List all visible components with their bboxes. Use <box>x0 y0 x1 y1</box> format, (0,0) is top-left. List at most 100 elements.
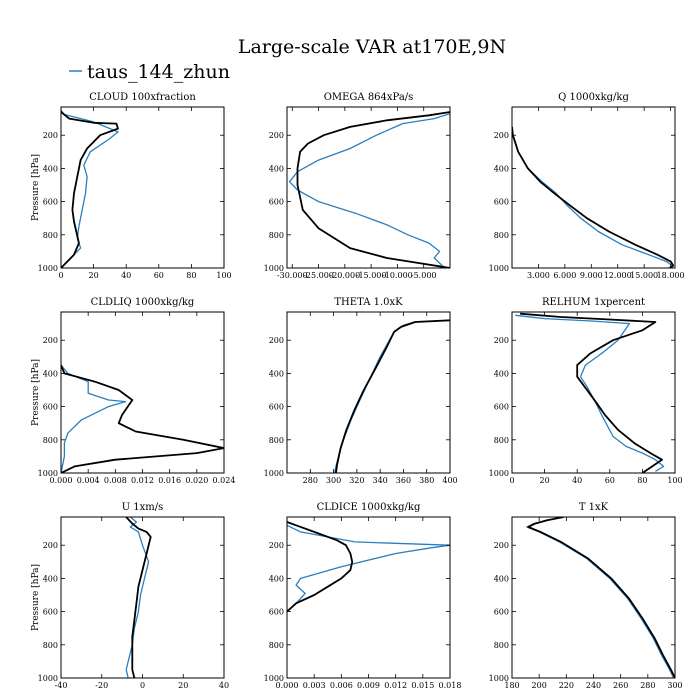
y-tick-label: 600 <box>494 608 509 617</box>
series-line-black <box>296 111 450 268</box>
panel-2: OMEGA 864xPa/s -30.000-25.000-20.000-15.0… <box>264 92 451 280</box>
x-tick-label: -20.000 <box>329 271 360 280</box>
x-tick-label: 0.015 <box>411 681 434 690</box>
panel-5: THETA 1.0xK 280 300 320 340 360 380 400 200 400 60… <box>264 297 458 485</box>
y-tick-label: 200 <box>269 541 284 550</box>
x-tick-label: -30.000 <box>277 271 308 280</box>
x-tick-label: 0.018 <box>439 681 462 690</box>
y-tick-label: 400 <box>43 574 58 583</box>
y-tick-label: 800 <box>43 436 58 445</box>
x-tick-label: 100 <box>667 476 682 485</box>
y-tick-label: 200 <box>269 336 284 345</box>
y-tick-label: 200 <box>494 336 509 345</box>
series-line-blue <box>512 126 674 268</box>
panel-3: Q 1000xkg/kg3.000 6.000 9.000 12.00015.0001… <box>489 92 685 280</box>
y-tick-label: 800 <box>494 641 509 650</box>
y-tick-label: 400 <box>269 164 284 173</box>
x-tick-label: 100 <box>216 271 231 280</box>
y-tick-label: 400 <box>269 369 284 378</box>
x-tick-label: -5.000 <box>411 271 437 280</box>
x-tick-label: 0.003 <box>303 681 326 690</box>
y-tick-label: 200 <box>494 131 509 140</box>
x-tick-label: 60 <box>605 476 615 485</box>
x-tick-label: 0.012 <box>384 681 407 690</box>
plot-frame <box>60 106 225 269</box>
y-axis-label: Pressure [hPa] <box>31 564 41 631</box>
x-tick-label: -40 <box>55 681 68 690</box>
y-tick-label: 1000 <box>489 264 509 273</box>
panel-title: T 1xK <box>579 502 609 513</box>
x-tick-label: 200 <box>532 681 547 690</box>
panel-title: THETA 1.0xK <box>334 297 403 308</box>
plot-frame <box>511 106 676 269</box>
series-line-black <box>61 364 224 473</box>
panel-6: RELHUM 1xpercent 0 20 40 60 80 100 200 400 600 800… <box>489 297 683 485</box>
panel-title: U 1xm/s <box>122 502 164 513</box>
x-tick-label: 280 <box>303 476 318 485</box>
x-tick-label: 0.006 <box>330 681 353 690</box>
y-tick-label: 200 <box>43 131 58 140</box>
panel-title: RELHUM 1xpercent <box>542 297 645 308</box>
panel-8: CLDICE 1000xkg/kg 0.000 0.003 0.006 0.009 0.0… <box>264 502 462 690</box>
legend: taus_144_zhun <box>69 61 230 83</box>
y-tick-label: 400 <box>43 369 58 378</box>
x-tick-label: 260 <box>613 681 628 690</box>
y-tick-label: 200 <box>494 541 509 550</box>
x-tick-label: 0.000 <box>50 476 73 485</box>
x-tick-label: 0 <box>509 476 514 485</box>
x-tick-label: 15.000 <box>630 271 658 280</box>
x-tick-label: -20 <box>95 681 108 690</box>
x-tick-label: 0.012 <box>131 476 154 485</box>
series-line-blue <box>515 314 665 472</box>
y-tick-label: 1000 <box>38 469 58 478</box>
panel-title: CLOUD 100xfraction <box>89 92 196 103</box>
plot-frame <box>286 516 451 679</box>
x-tick-label: 180 <box>504 681 519 690</box>
series-line-blue <box>125 517 150 678</box>
panel-title: CLDICE 1000xkg/kg <box>317 502 421 513</box>
x-tick-label: 0.008 <box>104 476 127 485</box>
legend-label-taus_144_zhun: taus_144_zhun <box>87 61 230 83</box>
plot-frame <box>511 516 676 679</box>
x-tick-label: 360 <box>396 476 411 485</box>
y-tick-label: 400 <box>43 164 58 173</box>
x-tick-label: 0.024 <box>213 476 236 485</box>
y-tick-label: 1000 <box>489 469 509 478</box>
x-tick-label: 0 <box>140 681 145 690</box>
x-tick-label: 60 <box>154 271 164 280</box>
series-line-black <box>512 126 675 268</box>
x-tick-label: 320 <box>349 476 364 485</box>
y-tick-label: 200 <box>43 541 58 550</box>
y-axis-label: Pressure [hPa] <box>31 154 41 221</box>
x-tick-label: 40 <box>121 271 131 280</box>
y-tick-label: 800 <box>269 231 284 240</box>
panel-1: CLOUD 100xfraction 0 20 40 60 80 100 200 400 600 8… <box>31 92 232 280</box>
x-tick-label: 9.000 <box>580 271 603 280</box>
y-tick-label: 600 <box>43 198 58 207</box>
series-line-black <box>335 319 450 473</box>
series-line-blue <box>61 109 119 268</box>
plot-frame <box>286 311 451 474</box>
series-line-black <box>125 517 152 678</box>
series-line-blue <box>288 112 450 268</box>
plot-frame <box>286 106 451 269</box>
y-tick-label: 600 <box>494 198 509 207</box>
y-tick-label: 600 <box>43 403 58 412</box>
y-tick-label: 800 <box>43 231 58 240</box>
y-tick-label: 600 <box>269 198 284 207</box>
series-line-blue <box>526 517 675 678</box>
y-tick-label: 800 <box>269 436 284 445</box>
x-tick-label: 20 <box>178 681 188 690</box>
y-tick-label: 800 <box>269 641 284 650</box>
y-tick-label: 800 <box>43 641 58 650</box>
panel-title: Q 1000xkg/kg <box>558 92 629 103</box>
plot-frame <box>60 311 225 474</box>
y-tick-label: 800 <box>494 231 509 240</box>
panel-9: T 1xK 180 200 220 240 260 280 300 200 400 600 800 10… <box>489 502 683 690</box>
x-tick-label: 6.000 <box>553 271 576 280</box>
panel-title: CLDLIQ 1000xkg/kg <box>91 297 195 308</box>
panel-7: U 1xm/s -40 -20 0 20 40 200 400 600 800 1000 Pressu… <box>31 502 229 690</box>
x-tick-label: 20 <box>89 271 99 280</box>
